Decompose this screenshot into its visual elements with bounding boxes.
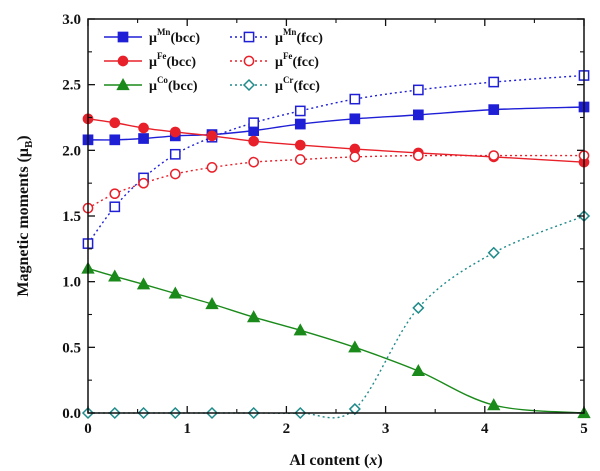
legend-marker-mn-bcc xyxy=(117,31,129,43)
series-line-co-bcc xyxy=(87,267,585,414)
point-mn-bcc xyxy=(294,118,306,130)
y-tick-label: 2.5 xyxy=(62,78,81,94)
point-fe-fcc xyxy=(248,156,260,168)
x-tick-label: 4 xyxy=(481,421,489,437)
point-co-bcc xyxy=(246,310,261,323)
point-co-bcc xyxy=(205,297,219,310)
legend-marker-fe-fcc xyxy=(243,55,255,67)
point-fe-fcc xyxy=(412,150,424,161)
y-axis-label: Magnetic moments (μB) xyxy=(15,135,35,296)
legend: μMn(bcc) μMn(fcc) μFe(bcc) μFe(fcc) μCo(bcc)… xyxy=(104,27,323,94)
point-mn-bcc xyxy=(349,113,361,125)
point-mn-fcc xyxy=(109,201,121,213)
legend-marker-fe-bcc xyxy=(117,55,129,67)
y-tick-label: 3.0 xyxy=(62,12,81,28)
x-tick-label: 5 xyxy=(580,421,588,437)
x-tick-label: 3 xyxy=(382,421,390,437)
point-mn-fcc xyxy=(349,93,361,105)
x-tick-label: 0 xyxy=(84,421,92,437)
series-line-fe-bcc xyxy=(87,118,585,163)
point-mn-fcc xyxy=(169,148,181,160)
y-tick-label: 1.5 xyxy=(62,209,81,225)
legend-label-mn-fcc: μMn(fcc) xyxy=(275,27,323,46)
x-axis-label: Al content (x) xyxy=(289,452,382,469)
x-tick-label: 2 xyxy=(283,421,291,437)
point-fe-bcc xyxy=(248,135,260,147)
point-fe-bcc xyxy=(169,126,181,138)
legend-label-mn-bcc: μMn(bcc) xyxy=(149,27,200,46)
y-tick-label: 1.0 xyxy=(62,275,81,291)
point-fe-fcc xyxy=(488,150,500,161)
point-fe-fcc xyxy=(206,162,218,173)
point-cr-fcc xyxy=(412,301,425,314)
point-mn-bcc xyxy=(412,109,424,121)
series-line-cr-fcc xyxy=(87,215,585,419)
y-tick-label: 0.0 xyxy=(62,406,81,422)
point-co-bcc xyxy=(411,364,426,377)
point-fe-fcc xyxy=(169,168,181,180)
point-fe-fcc xyxy=(109,188,121,200)
point-co-bcc xyxy=(108,269,122,282)
legend-marker-mn-fcc xyxy=(243,31,255,43)
point-mn-fcc xyxy=(488,76,500,88)
point-co-bcc xyxy=(348,340,362,353)
point-fe-bcc xyxy=(138,122,149,134)
point-mn-bcc xyxy=(109,134,121,146)
x-tick-label: 1 xyxy=(183,421,191,437)
point-mn-fcc xyxy=(248,117,260,129)
point-co-bcc xyxy=(136,277,151,290)
point-fe-fcc xyxy=(294,154,306,165)
y-tick-label: 2.0 xyxy=(62,143,81,159)
point-cr-fcc xyxy=(348,402,361,416)
point-co-bcc xyxy=(487,398,501,411)
point-fe-bcc xyxy=(294,139,306,151)
point-co-bcc xyxy=(168,286,182,299)
point-fe-bcc xyxy=(109,117,121,129)
point-mn-fcc xyxy=(412,84,424,96)
axis-ticks xyxy=(87,18,585,414)
legend-marker-cr-fcc xyxy=(242,78,256,92)
point-fe-bcc xyxy=(206,130,218,142)
point-mn-bcc xyxy=(138,133,149,144)
series-markers xyxy=(81,70,591,420)
point-cr-fcc xyxy=(487,246,500,259)
legend-label-fe-bcc: μFe(bcc) xyxy=(149,51,196,70)
series-line-mn-bcc xyxy=(87,106,585,141)
legend-label-fe-fcc: μFe(fcc) xyxy=(275,51,319,70)
legend-label-co-bcc: μCo(bcc) xyxy=(149,75,198,94)
y-tick-label: 0.5 xyxy=(62,340,81,356)
series-lines xyxy=(87,74,585,419)
legend-marker-co-bcc xyxy=(116,78,130,91)
series-line-mn-fcc xyxy=(87,74,585,244)
legend-label-cr-fcc: μCr(fcc) xyxy=(275,75,320,94)
point-co-bcc xyxy=(293,323,307,336)
point-mn-fcc xyxy=(294,105,306,117)
point-fe-fcc xyxy=(138,177,149,189)
tick-labels: 0 1 2 3 4 5 0.0 0.5 1.0 1.5 2.0 2.5 3.0 xyxy=(62,12,588,437)
point-mn-bcc xyxy=(488,104,500,115)
point-fe-fcc xyxy=(349,151,361,163)
